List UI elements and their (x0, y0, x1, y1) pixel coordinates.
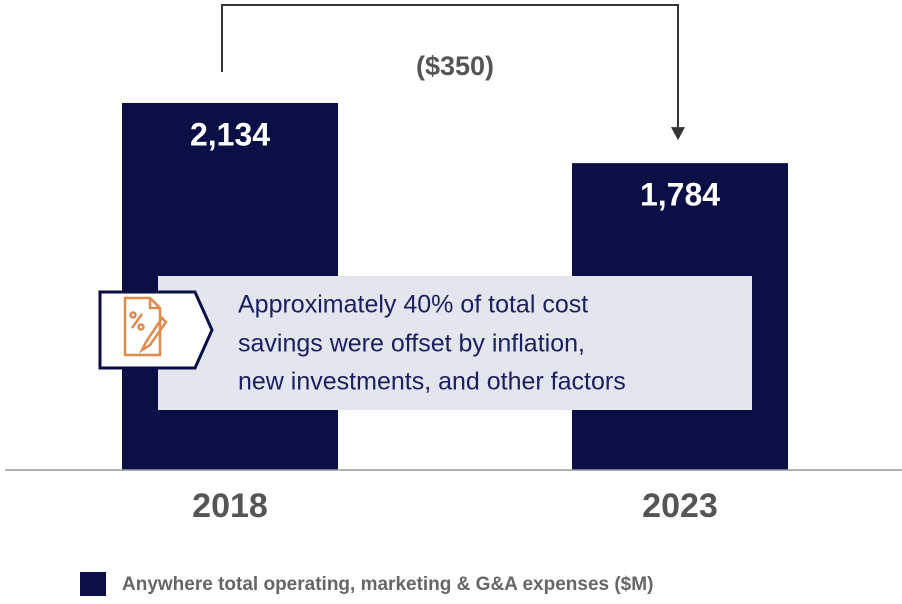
callout-badge (98, 290, 214, 370)
change-bracket (221, 4, 679, 128)
callout-text: Approximately 40% of total cost (238, 291, 588, 319)
callout-icon (123, 296, 168, 357)
value-label: 1,784 (640, 177, 720, 213)
change-arrowhead (671, 127, 685, 141)
callout-box (158, 276, 752, 410)
x-tick-label: 2018 (192, 487, 268, 525)
callout: Approximately 40% of total cost savings … (98, 276, 752, 410)
value-label: 2,134 (190, 116, 270, 152)
x-tick-label: 2023 (642, 487, 718, 525)
legend-label: Anywhere total operating, marketing & G&… (122, 574, 653, 595)
legend-swatch (80, 572, 106, 596)
callout-text: savings were offset by inflation, (238, 330, 585, 358)
callout-text: new investments, and other factors (238, 368, 626, 396)
change-label: ($350) (416, 51, 494, 81)
